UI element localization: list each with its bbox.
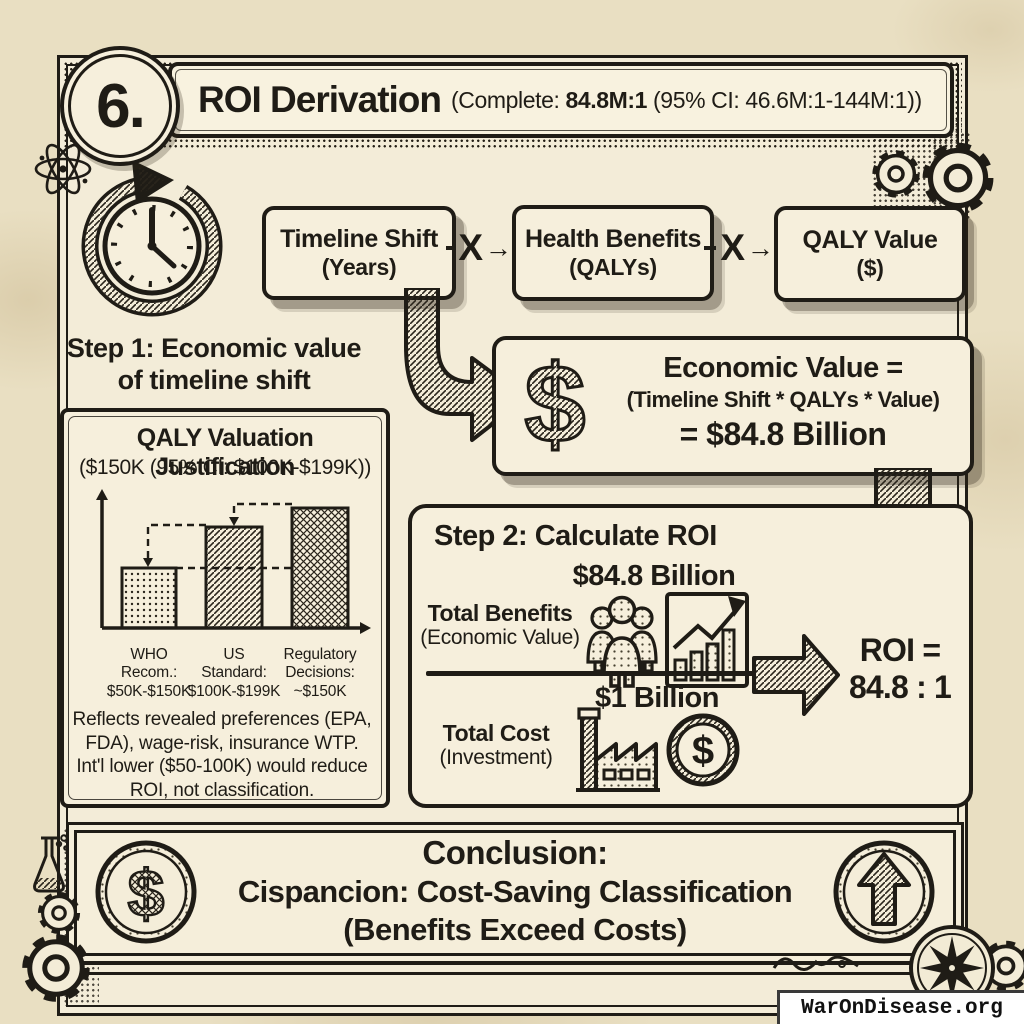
- economic-value-formula: (Timeline Shift * QALYs * Value): [626, 387, 940, 413]
- up-arrow-oval-icon: [833, 840, 935, 944]
- clock-rewind-icon: [81, 160, 223, 317]
- step2-panel: Step 2: Calculate ROI $84.8 Billion Tota…: [408, 504, 973, 808]
- dollar-coin-icon: $: [666, 713, 740, 787]
- roi-result: ROI = 84.8 : 1: [836, 632, 964, 706]
- bar-who: [120, 566, 178, 630]
- flow-box-unit: (Years): [321, 254, 397, 281]
- cat-line: ~$150K: [293, 682, 347, 700]
- economic-value-text: Economic Value = (Timeline Shift * QALYs…: [604, 350, 962, 454]
- multiply-operator: X →: [704, 222, 774, 274]
- bar-regulatory: [290, 506, 350, 630]
- bar-label-regulatory: Regulatory Decisions: ~$150K: [270, 646, 370, 701]
- gear-icon: [37, 891, 81, 935]
- cat-line: WHO: [130, 646, 168, 663]
- conclusion-line2: Cispancion: Cost-Saving Classification: [237, 874, 793, 910]
- benefits-sublabel: (Economic Value): [420, 626, 580, 650]
- doodle-mark: [772, 955, 859, 971]
- flask-icon: [33, 834, 69, 893]
- cat-line: Standard:: [201, 664, 267, 682]
- right-arrow: [752, 634, 840, 716]
- conclusion-banner: $ Conclusion: Cispancion: Cost-Saving Cl…: [66, 822, 964, 964]
- step1-line2: of timeline shift: [117, 365, 311, 396]
- operator-x: X: [458, 227, 483, 268]
- conclusion-dollar-glyph: $: [128, 856, 165, 930]
- flow-box-title: Health Benefits: [525, 225, 701, 254]
- qaly-panel-title: QALY Valuation Justification: [136, 424, 314, 481]
- cat-line: US: [223, 646, 245, 663]
- qaly-panel-subtitle: ($150K (95% CI: $100K-$199K)): [79, 456, 371, 479]
- people-icon: [586, 595, 658, 688]
- connector-line: [704, 246, 717, 250]
- cost-label-block: Total Cost (Investment): [426, 720, 566, 771]
- conclusion-line3: (Benefits Exceed Costs): [343, 912, 687, 948]
- arrow-right-icon: →: [747, 232, 774, 263]
- flow-box-title: QALY Value: [802, 226, 938, 255]
- step1-line1: Step 1: Economic value: [66, 333, 362, 363]
- growth-chart-icon: [665, 592, 749, 688]
- cost-sublabel: (Investment): [439, 746, 553, 770]
- page-title: ROI Derivation: [198, 79, 442, 120]
- cost-label: Total Cost: [442, 720, 550, 746]
- border-line: [70, 972, 950, 975]
- bar-label-who: WHO Recom.: $50K-$150K: [99, 646, 199, 701]
- dollar-sign-icon: $: [523, 348, 587, 462]
- cat-line: Regulatory: [283, 646, 357, 663]
- connector-line: [446, 246, 455, 250]
- cat-line: Recom.:: [120, 664, 178, 682]
- roi-line2: 84.8 : 1: [848, 668, 952, 705]
- flow-box-unit: ($): [856, 255, 884, 282]
- conclusion-line1: Conclusion:: [422, 834, 608, 871]
- economic-value-panel: $ Economic Value = (Timeline Shift * QAL…: [492, 336, 974, 476]
- step2-title: Step 2: Calculate ROI: [434, 520, 717, 552]
- dollar-oval-icon: $: [95, 840, 197, 944]
- flow-box-timeline-shift: Timeline Shift (Years): [262, 206, 456, 300]
- benefits-label-block: Total Benefits (Economic Value): [420, 600, 580, 651]
- watermark: WarOnDisease.org: [777, 990, 1024, 1024]
- subtitle-ci: (95% CI: 46.6M:1-144M:1)): [647, 86, 922, 113]
- cat-line: $100K-$199K: [187, 682, 281, 700]
- watermark-text: WarOnDisease.org: [801, 997, 1003, 1020]
- bar-us-standard: [204, 525, 264, 630]
- flow-box-title: Timeline Shift: [280, 225, 438, 254]
- factory-icon: [576, 707, 660, 792]
- gear-icon: [922, 142, 994, 214]
- economic-value-result: = $84.8 Billion: [679, 415, 887, 452]
- flow-box-qaly-value: QALY Value ($): [774, 206, 966, 302]
- dollar-glyph: $: [524, 348, 585, 462]
- cat-line: $50K-$150K: [106, 682, 192, 700]
- qaly-note: Reflects revealed preferences (EPA, FDA)…: [72, 709, 372, 801]
- coin-dollar-glyph: $: [692, 729, 714, 773]
- fraction-line: [426, 671, 756, 676]
- section-number: 6.: [96, 71, 146, 141]
- qaly-bar-chart: [96, 489, 371, 634]
- gear-icon: [980, 940, 1024, 992]
- benefits-label: Total Benefits: [427, 600, 573, 626]
- arrow-right-icon: →: [485, 232, 512, 263]
- economic-value-line1: Economic Value =: [663, 352, 903, 384]
- conclusion-text: Conclusion: Cispancion: Cost-Saving Clas…: [219, 833, 811, 949]
- cost-value: $1 Billion: [595, 682, 719, 714]
- cat-line: Decisions:: [285, 664, 355, 682]
- benefits-value: $84.8 Billion: [572, 560, 736, 592]
- section-number-badge: 6.: [60, 46, 180, 166]
- flow-box-unit: (QALYs): [569, 254, 657, 281]
- operator-x: X: [720, 227, 745, 268]
- subtitle-prefix: (Complete:: [451, 86, 566, 113]
- title-banner: ROI Derivation (Complete: 84.8M:1 (95% C…: [168, 62, 954, 138]
- flow-box-health-benefits: Health Benefits (QALYs): [512, 205, 714, 301]
- subtitle-ratio: 84.8M:1: [565, 86, 648, 113]
- gear-icon: [22, 934, 90, 1002]
- title-subtitle: (Complete: 84.8M:1 (95% CI: 46.6M:1-144M…: [451, 87, 922, 114]
- roi-line1: ROI =: [859, 632, 941, 668]
- gear-icon: [872, 150, 920, 198]
- multiply-operator: X →: [446, 222, 512, 274]
- qaly-valuation-panel: QALY Valuation Justification ($150K (95%…: [60, 408, 390, 808]
- bar-label-us: US Standard: $100K-$199K: [184, 646, 284, 701]
- step1-label: Step 1: Economic value of timeline shift: [46, 332, 382, 397]
